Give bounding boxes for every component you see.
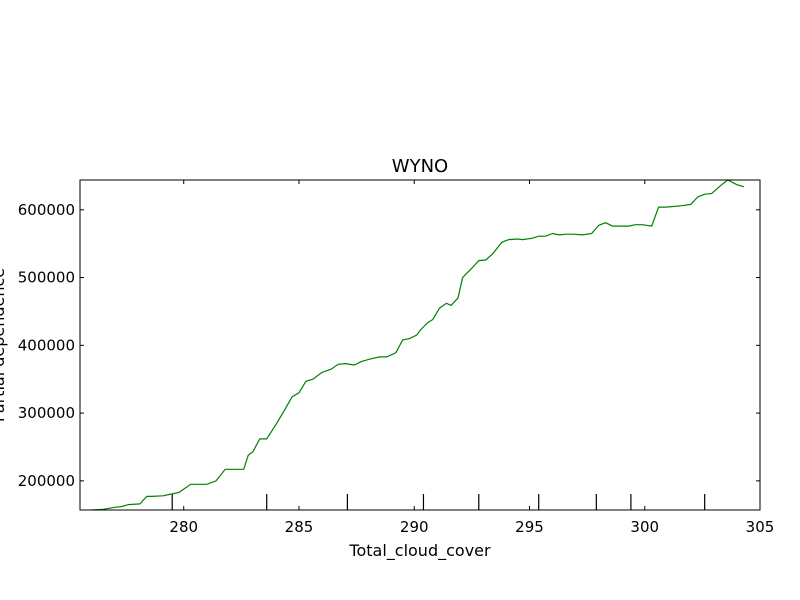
series-line-0 [91, 179, 745, 511]
rug-marks [171, 494, 706, 510]
y-tick-label: 300000 [18, 404, 75, 422]
y-tick-label: 400000 [18, 336, 75, 354]
x-tick-label: 300 [630, 518, 659, 536]
x-axis: 280 285 290 295 300 305 [169, 180, 774, 536]
y-tick-label: 500000 [18, 269, 75, 287]
y-tick-label: 200000 [18, 472, 75, 490]
x-tick-label: 285 [285, 518, 314, 536]
y-axis: 200000 300000 400000 500000 600000 [18, 201, 760, 490]
x-axis-label: Total_cloud_cover [348, 541, 491, 561]
plot-area [79, 179, 761, 511]
chart-title: WYNO [392, 156, 448, 177]
x-tick-label: 290 [400, 518, 429, 536]
y-tick-label: 600000 [18, 201, 75, 219]
x-tick-label: 305 [746, 518, 775, 536]
y-axis-label: Partial dependence [0, 268, 8, 422]
series-layer [91, 179, 745, 511]
x-tick-label: 295 [515, 518, 544, 536]
x-tick-label: 280 [169, 518, 198, 536]
